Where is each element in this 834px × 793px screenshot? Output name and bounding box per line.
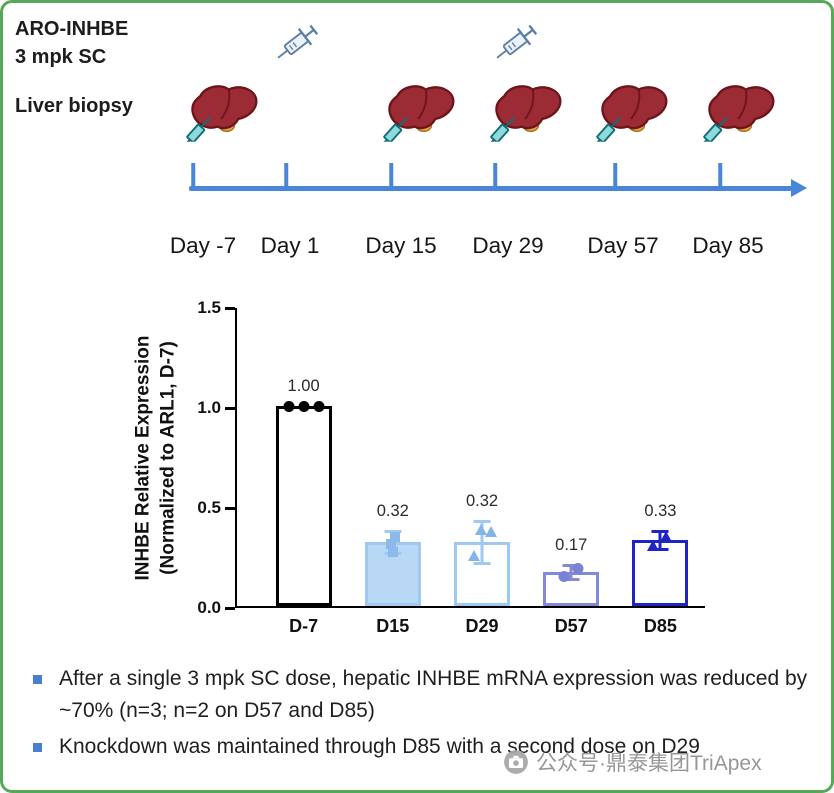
bar-series: 1.00 D-7 0.32 D15 0.32 D29 0.17 D57 0.33 D85 bbox=[237, 308, 705, 636]
liver-biopsy-label: Liver biopsy bbox=[15, 95, 133, 117]
data-point-marker bbox=[660, 530, 673, 542]
injection-syringe-icon-day29 bbox=[491, 18, 541, 68]
bar-group-D-7: 1.00 D-7 bbox=[259, 308, 348, 636]
y-tick-label: 0.5 bbox=[197, 498, 221, 517]
liver-biopsy-icon-day15 bbox=[382, 81, 458, 143]
bar-value-label: 0.17 bbox=[555, 536, 588, 554]
error-bar-cap bbox=[473, 561, 491, 565]
error-bar-cap bbox=[384, 529, 402, 533]
bullet-item-2: Knockdown was maintained through D85 wit… bbox=[33, 731, 821, 763]
y-axis-title-line1: INHBE Relative Expression bbox=[132, 335, 154, 581]
bar-group-D57: 0.17 D57 bbox=[527, 308, 616, 636]
data-point-marker bbox=[475, 523, 487, 535]
data-point-marker bbox=[647, 539, 660, 551]
y-tick-mark bbox=[225, 606, 235, 610]
timeline-tick-day-7 bbox=[191, 163, 195, 189]
bullet-square-icon bbox=[33, 743, 42, 752]
camera-icon bbox=[503, 749, 529, 775]
x-axis-label: D-7 bbox=[289, 616, 319, 636]
y-tick-label: 1.0 bbox=[197, 398, 221, 417]
error-bar bbox=[569, 565, 573, 579]
day-label-day85: Day 85 bbox=[692, 233, 764, 258]
data-point-marker bbox=[558, 570, 570, 582]
day-label-day-7: Day -7 bbox=[169, 233, 237, 258]
liver-biopsy-icon-day29 bbox=[489, 81, 565, 143]
data-point-marker bbox=[283, 400, 295, 412]
treatment-label: ARO-INHBE 3 mpk SC bbox=[15, 15, 128, 71]
x-axis-label: D29 bbox=[465, 616, 499, 636]
watermark-text: 公众号·鼎泰集团TriApex bbox=[536, 752, 762, 775]
liver-biopsy-icon-day85 bbox=[702, 81, 778, 143]
day-label-day57: Day 57 bbox=[587, 233, 659, 258]
x-axis-label: D15 bbox=[376, 616, 410, 636]
bullet-text-2: Knockdown was maintained through D85 wit… bbox=[59, 735, 700, 758]
treatment-label-line1: ARO-INHBE bbox=[15, 18, 129, 40]
bar-value-label: 1.00 bbox=[287, 377, 320, 395]
liver-biopsy-icon-day57 bbox=[595, 81, 671, 143]
y-tick-mark bbox=[225, 506, 235, 510]
injection-syringe-icon-day1 bbox=[272, 18, 322, 68]
liver-biopsy-icon-day-7 bbox=[185, 81, 261, 143]
timeline-tick-day29 bbox=[493, 163, 497, 189]
bar-value-label: 0.32 bbox=[465, 492, 499, 510]
data-point-marker bbox=[387, 546, 398, 557]
error-bar bbox=[480, 521, 484, 563]
watermark: 公众号·鼎泰集团TriApex bbox=[503, 747, 762, 777]
timeline-arrow bbox=[189, 186, 793, 191]
x-axis-label: D57 bbox=[554, 616, 588, 636]
bullet-text-1: After a single 3 mpk SC dose, hepatic IN… bbox=[59, 667, 808, 722]
y-tick-mark bbox=[225, 406, 235, 410]
data-point-marker bbox=[572, 562, 584, 574]
day-label-day29: Day 29 bbox=[472, 233, 544, 258]
data-point-marker bbox=[389, 531, 400, 542]
bar bbox=[275, 406, 332, 606]
x-axis-label: D85 bbox=[643, 616, 677, 636]
bar-group-D29: 0.32 D29 bbox=[437, 308, 526, 636]
summary-bullets: After a single 3 mpk SC dose, hepatic IN… bbox=[33, 663, 821, 763]
y-axis-title-line2: (Normalized to ARL1, D-7) bbox=[157, 341, 178, 575]
data-point-marker bbox=[468, 549, 480, 561]
data-point-marker bbox=[313, 400, 325, 412]
day-label-day15: Day 15 bbox=[365, 233, 437, 258]
data-point-marker bbox=[385, 538, 396, 549]
data-point-marker bbox=[298, 400, 310, 412]
timeline-tick-day1 bbox=[284, 163, 288, 189]
error-bar-cap bbox=[651, 547, 669, 551]
timeline-tick-day15 bbox=[389, 163, 393, 189]
error-bar-cap bbox=[473, 519, 491, 523]
timeline-tick-day85 bbox=[718, 163, 722, 189]
y-tick-label: 0.0 bbox=[197, 598, 221, 617]
y-tick-mark bbox=[225, 306, 235, 310]
treatment-label-line2: 3 mpk SC bbox=[15, 46, 107, 68]
bullet-item-1: After a single 3 mpk SC dose, hepatic IN… bbox=[33, 663, 821, 726]
timeline-tick-day57 bbox=[613, 163, 617, 189]
day-label-day1: Day 1 bbox=[260, 233, 320, 258]
timeline-arrowhead-icon bbox=[791, 179, 807, 197]
data-point-marker bbox=[485, 525, 497, 537]
error-bar-cap bbox=[562, 563, 580, 567]
bar bbox=[632, 540, 689, 606]
bar-value-label: 0.33 bbox=[644, 502, 677, 520]
error-bar-cap bbox=[562, 577, 580, 581]
y-axis-title: INHBE Relative Expression (Normalized to… bbox=[131, 288, 180, 628]
bar-chart-plot: 0.0 0.5 1.0 1.5 1.00 D-7 0.32 D15 0.32 D29 0.17 D5… bbox=[197, 298, 705, 636]
bullet-square-icon bbox=[33, 675, 42, 684]
y-tick-label: 1.5 bbox=[197, 298, 221, 317]
bar-value-label: 0.32 bbox=[376, 502, 409, 520]
bar-group-D85: 0.33 D85 bbox=[616, 308, 705, 636]
bar-group-D15: 0.32 D15 bbox=[348, 308, 437, 636]
